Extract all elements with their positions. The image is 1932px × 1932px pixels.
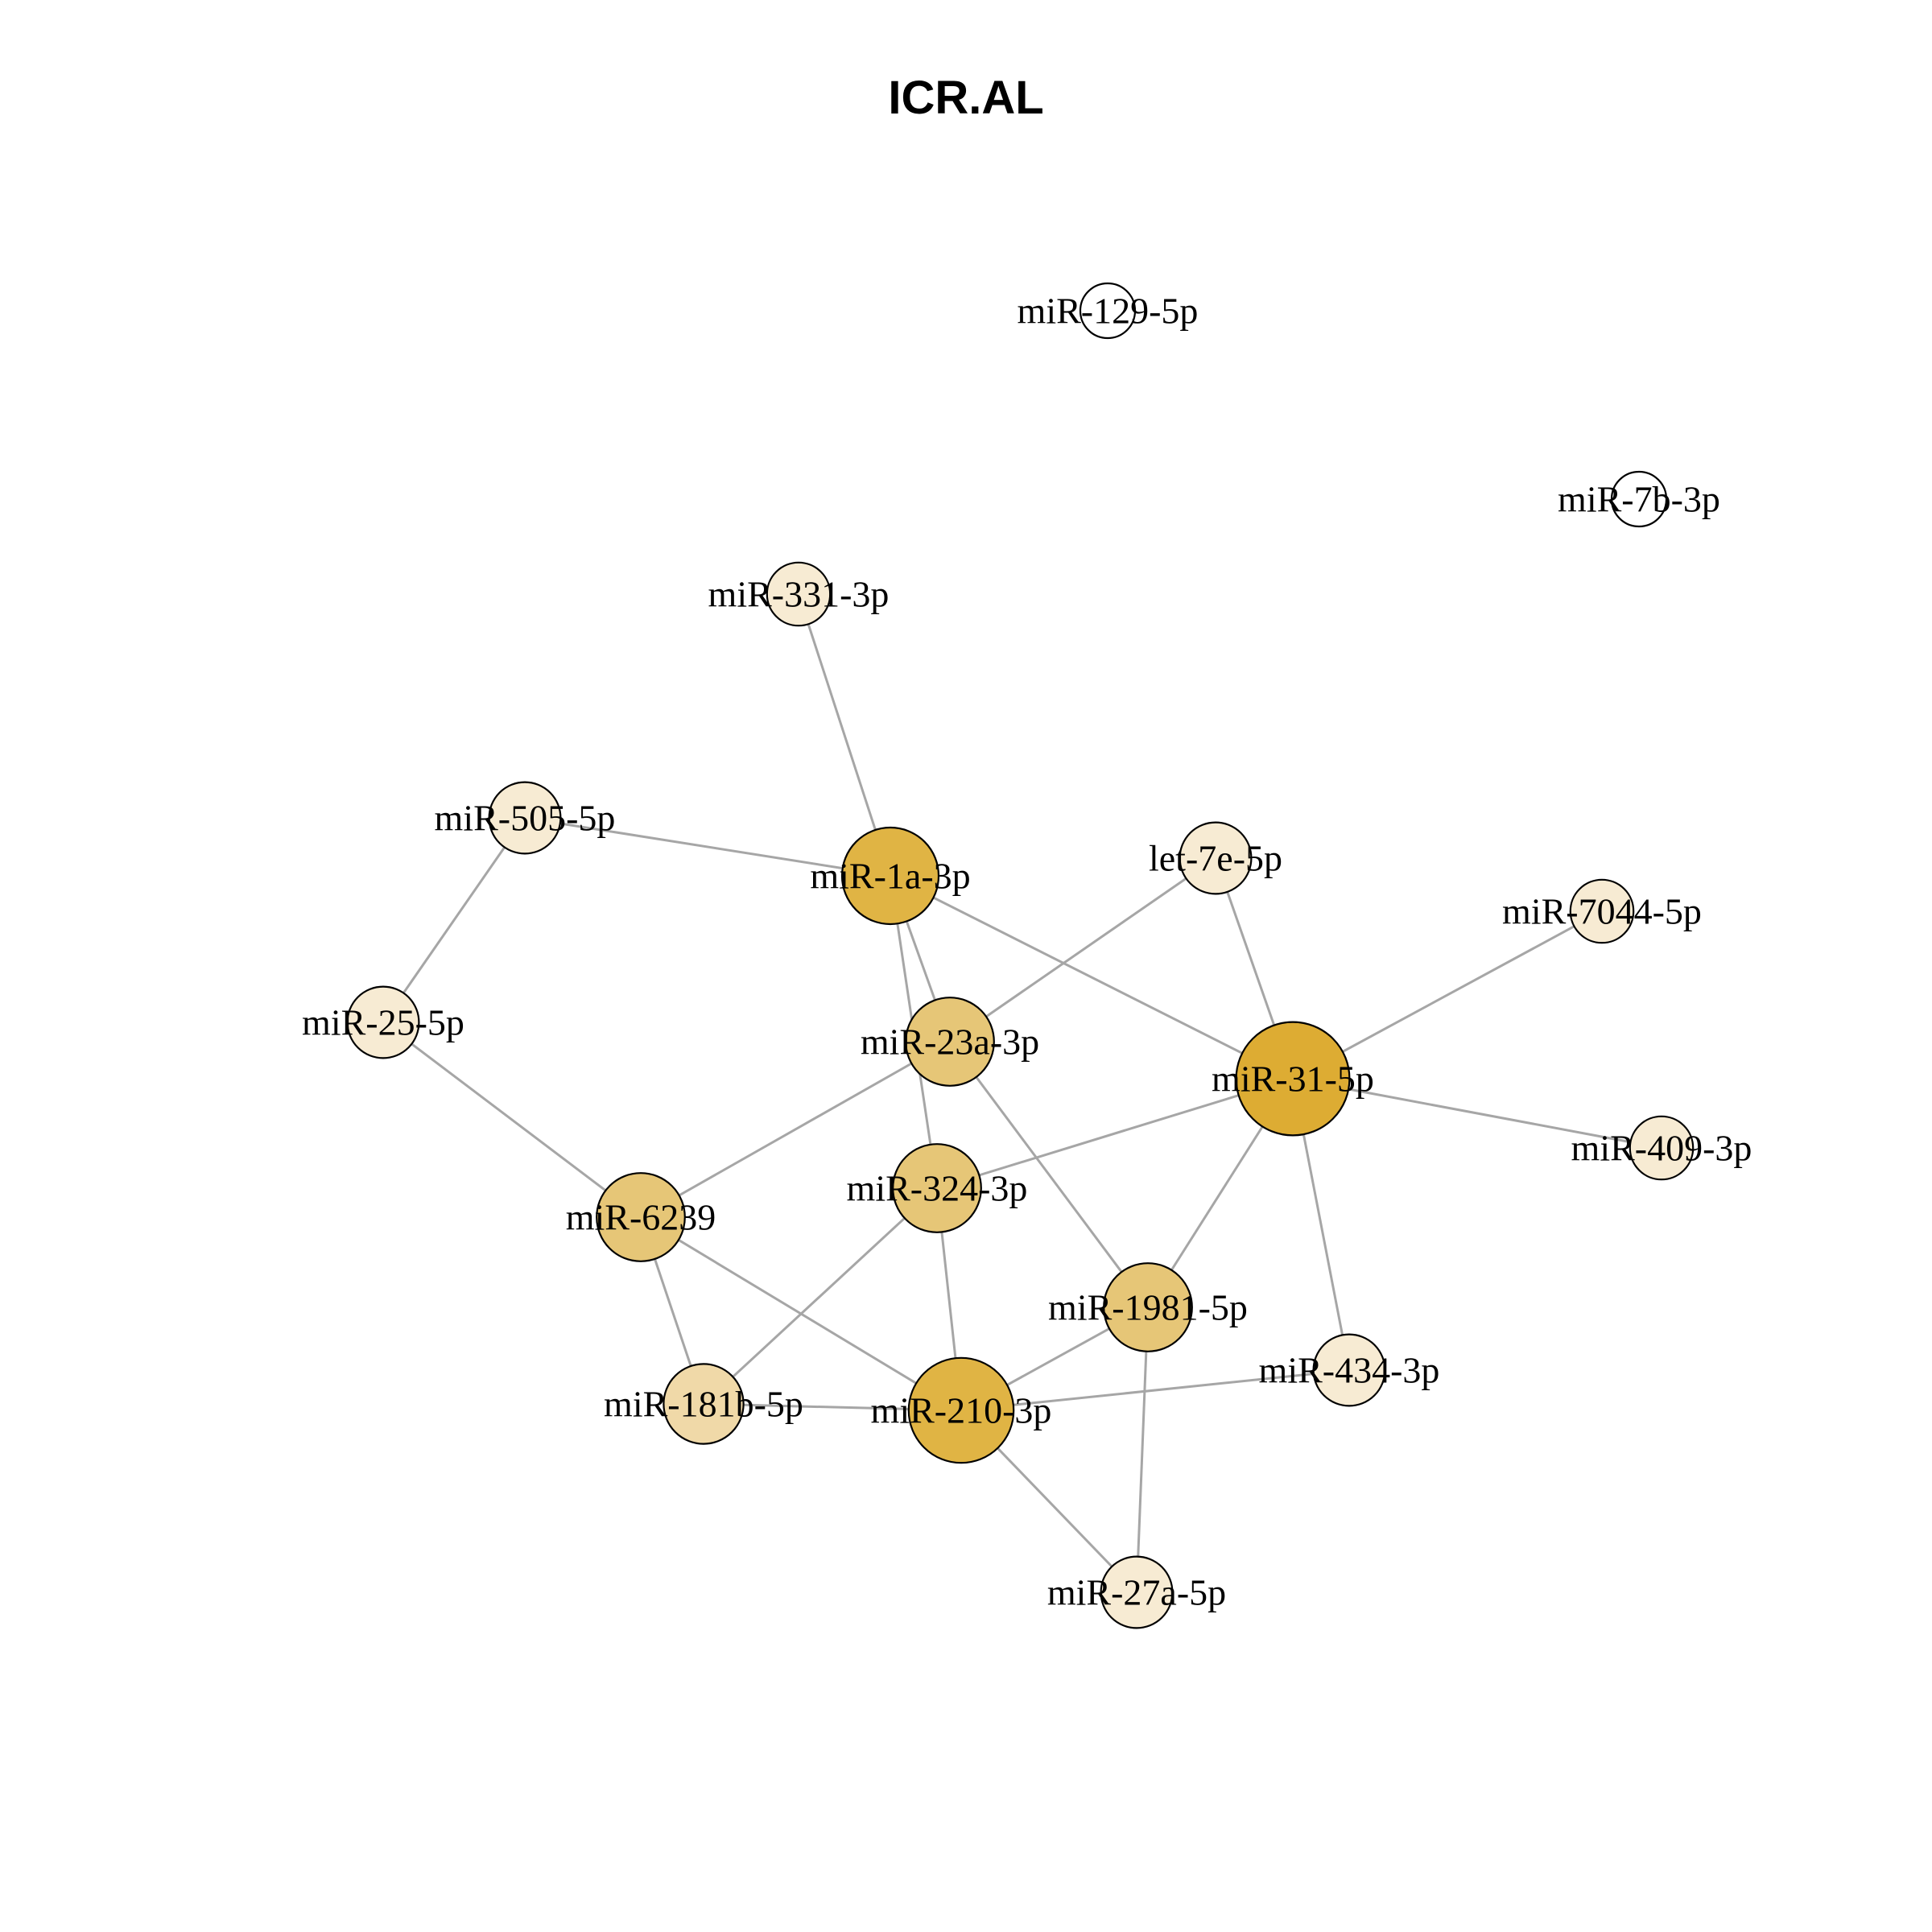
node-circle[interactable] [346,985,420,1059]
node-miR-25-5p[interactable]: miR-25-5p [302,985,464,1059]
node-miR-505-5p[interactable]: miR-505-5p [435,781,616,855]
edge-miR-6239-miR-210-3p [640,1216,962,1412]
edge-miR-1a-3p-miR-31-5p [890,874,1294,1080]
edge-miR-25-5p-miR-6239 [382,1021,642,1219]
node-circle[interactable] [1569,878,1635,944]
edge-miR-324-3p-miR-181b-5p [702,1187,939,1406]
node-label: miR-7b-3p [1558,479,1720,520]
node-label: miR-434-3p [1259,1350,1440,1391]
node-circle[interactable] [907,1356,1015,1464]
node-miR-1a-3p[interactable]: miR-1a-3p [810,826,971,926]
edge-miR-23a-3p-miR-6239 [640,1040,951,1219]
edge-let-7e-5p-miR-23a-3p [949,857,1216,1043]
node-miR-6239[interactable]: miR-6239 [566,1172,716,1262]
node-label: miR-331-3p [708,574,890,615]
node-label: miR-25-5p [302,1002,464,1043]
node-let-7e-5p[interactable]: let-7e-5p [1149,821,1282,895]
node-circle[interactable] [1629,1115,1695,1181]
edge-miR-23a-3p-miR-1981-5p [948,1041,1150,1308]
node-label: miR-7044-5p [1502,891,1702,932]
node-label: miR-181b-5p [604,1384,803,1425]
node-circle[interactable] [766,561,832,627]
node-circle[interactable] [1079,282,1137,340]
node-label: miR-23a-3p [861,1022,1039,1063]
edge-miR-210-3p-miR-434-3p [960,1368,1350,1412]
edge-miR-505-5p-miR-25-5p [382,817,526,1023]
node-circle[interactable] [1610,470,1668,528]
node-circle[interactable] [663,1363,745,1445]
node-label: miR-409-3p [1571,1128,1752,1169]
node-circle[interactable] [596,1172,686,1262]
edge-miR-7044-5p-miR-31-5p [1292,910,1603,1080]
node-miR-181b-5p[interactable]: miR-181b-5p [604,1363,803,1445]
edge-miR-331-3p-miR-1a-3p [797,593,892,877]
node-label: miR-31-5p [1212,1059,1374,1100]
node-miR-324-3p[interactable]: miR-324-3p [847,1143,1028,1233]
node-label: let-7e-5p [1149,838,1282,879]
node-miR-1981-5p[interactable]: miR-1981-5p [1048,1262,1248,1352]
edge-miR-409-3p-miR-31-5p [1292,1077,1662,1150]
node-miR-7b-3p[interactable]: miR-7b-3p [1558,470,1720,528]
node-label: miR-324-3p [847,1168,1028,1209]
node-circle[interactable] [1103,1262,1193,1352]
node-label: miR-210-3p [871,1390,1052,1431]
node-circle[interactable] [1312,1333,1386,1407]
node-miR-409-3p[interactable]: miR-409-3p [1571,1115,1752,1181]
node-circle[interactable] [892,1143,982,1233]
node-miR-27a-5p[interactable]: miR-27a-5p [1047,1555,1226,1629]
edge-layer [382,593,1662,1594]
edge-miR-505-5p-miR-1a-3p [524,816,891,877]
node-circle[interactable] [840,826,940,926]
node-label: miR-505-5p [435,798,616,839]
node-miR-7044-5p[interactable]: miR-7044-5p [1502,878,1702,944]
node-miR-23a-3p[interactable]: miR-23a-3p [861,997,1039,1087]
node-label: miR-27a-5p [1047,1572,1226,1613]
node-label: miR-6239 [566,1197,716,1238]
edge-miR-1981-5p-miR-27a-5p [1135,1307,1150,1593]
node-miR-129-5p[interactable]: miR-129-5p [1018,282,1199,340]
node-label: miR-1981-5p [1048,1287,1248,1328]
node-miR-210-3p[interactable]: miR-210-3p [871,1356,1052,1464]
graph-title: ICR.AL [888,72,1044,124]
node-label: miR-129-5p [1018,291,1199,332]
node-circle[interactable] [1100,1555,1174,1629]
node-circle[interactable] [905,997,995,1087]
node-circle[interactable] [1235,1021,1351,1137]
edge-miR-31-5p-miR-324-3p [936,1077,1294,1190]
node-circle[interactable] [488,781,562,855]
node-miR-331-3p[interactable]: miR-331-3p [708,561,890,627]
node-circle[interactable] [1179,821,1253,895]
node-miR-31-5p[interactable]: miR-31-5p [1212,1021,1374,1137]
node-miR-434-3p[interactable]: miR-434-3p [1259,1333,1440,1407]
node-layer: miR-129-5p miR-7b-3p miR-331-3p miR-505-5p m… [302,282,1752,1629]
node-label: miR-1a-3p [810,856,970,897]
